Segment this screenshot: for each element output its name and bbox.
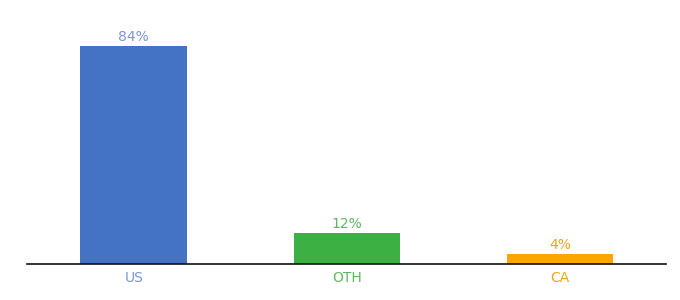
Bar <box>80 46 187 264</box>
Bar <box>294 233 400 264</box>
Bar <box>507 254 613 264</box>
Text: 12%: 12% <box>331 217 362 231</box>
Text: 84%: 84% <box>118 30 149 44</box>
Text: 4%: 4% <box>549 238 571 251</box>
